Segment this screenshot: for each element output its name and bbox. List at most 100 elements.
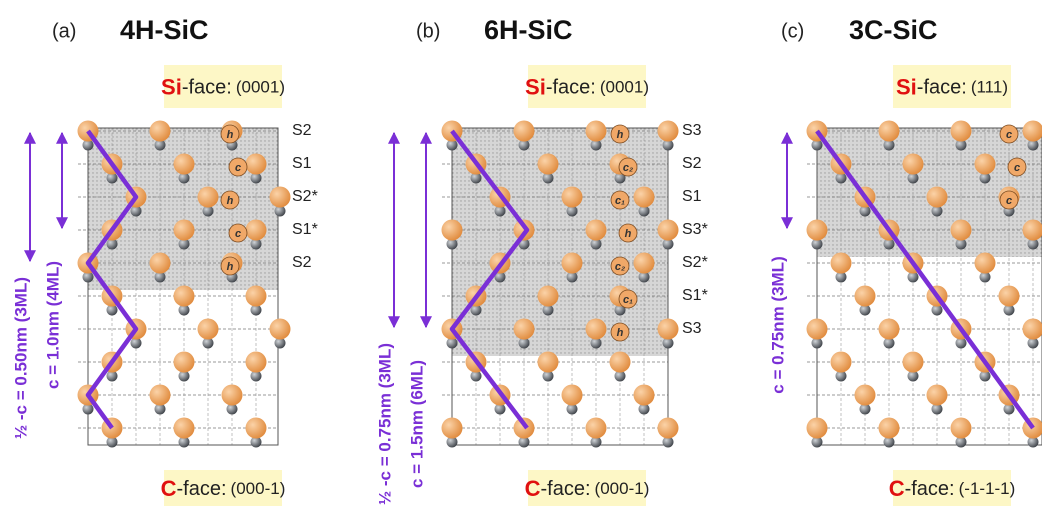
silicon-atom	[270, 319, 291, 340]
silicon-atom	[174, 220, 195, 241]
face-suffix: -face:	[905, 478, 955, 500]
site-label: h	[625, 228, 632, 240]
silicon-atom	[658, 418, 679, 439]
site-label: c	[235, 228, 241, 240]
panel: (b)6H-SiCSi-face:(0001)C-face:(000-1)hc₂…	[375, 15, 707, 506]
silicon-atom	[831, 253, 852, 274]
silicon-atom	[174, 418, 195, 439]
layer-label: S3*	[682, 221, 708, 238]
silicon-atom	[198, 319, 219, 340]
face-label: C-face:(-1-1-1)	[889, 476, 1016, 501]
face-label: C-face:(000-1)	[161, 476, 286, 501]
silicon-atom	[975, 253, 996, 274]
dimension-label: c = 1.0nm (4ML)	[43, 261, 62, 389]
face-index: (0001)	[236, 78, 285, 97]
face-suffix: -face:	[541, 478, 591, 500]
silicon-atom	[562, 187, 583, 208]
layer-label: S2*	[682, 254, 708, 271]
silicon-atom	[927, 385, 948, 406]
site-label: c	[235, 162, 241, 174]
silicon-atom	[442, 418, 463, 439]
silicon-atom	[634, 385, 655, 406]
silicon-atom	[538, 286, 559, 307]
silicon-atom	[270, 187, 291, 208]
face-element: C	[889, 476, 905, 501]
site-label: c₁	[623, 294, 633, 306]
silicon-atom	[538, 154, 559, 175]
face-suffix: -face:	[177, 478, 227, 500]
silicon-atom	[951, 121, 972, 142]
panel-title: 4H-SiC	[120, 15, 209, 45]
site-label: c	[1014, 162, 1020, 174]
layer-label: S2	[292, 122, 312, 139]
silicon-atom	[658, 121, 679, 142]
silicon-atom	[807, 319, 828, 340]
silicon-atom	[879, 418, 900, 439]
silicon-atom	[807, 418, 828, 439]
layer-label: S1*	[292, 221, 318, 238]
layer-label: S2*	[292, 188, 318, 205]
face-label: Si-face:(111)	[896, 74, 1008, 99]
panel: (a)4H-SiCSi-face:(0001)C-face:(000-1)hch…	[11, 15, 317, 506]
silicon-atom	[246, 286, 267, 307]
layer-label: S2	[682, 155, 702, 172]
surface-region	[88, 128, 278, 290]
face-suffix: -face:	[546, 77, 596, 99]
silicon-atom	[807, 220, 828, 241]
site-label: c	[1006, 129, 1012, 141]
layer-label: S1	[682, 188, 702, 205]
site-label: h	[617, 129, 624, 141]
silicon-atom	[610, 352, 631, 373]
panel: (c)3C-SiCSi-face:(111)C-face:(-1-1-1)ccc…	[768, 15, 1042, 506]
dimension-label: ½ -c = 0.50nm (3ML)	[11, 277, 30, 439]
silicon-atom	[927, 187, 948, 208]
face-label: Si-face:(0001)	[161, 74, 285, 99]
dimension-label: c = 1.5nm (6ML)	[407, 360, 426, 488]
silicon-atom	[246, 352, 267, 373]
panel-title: 3C-SiC	[849, 15, 938, 45]
face-label: C-face:(000-1)	[525, 476, 650, 501]
silicon-atom	[975, 154, 996, 175]
silicon-atom	[514, 319, 535, 340]
silicon-atom	[951, 418, 972, 439]
site-label: h	[227, 195, 234, 207]
face-suffix: -face:	[182, 77, 232, 99]
face-index: (-1-1-1)	[959, 479, 1016, 498]
silicon-atom	[174, 286, 195, 307]
silicon-atom	[586, 121, 607, 142]
silicon-atom	[634, 187, 655, 208]
layer-label: S1*	[682, 287, 708, 304]
silicon-atom	[198, 187, 219, 208]
silicon-atom	[658, 319, 679, 340]
silicon-atom	[514, 121, 535, 142]
silicon-atom	[246, 220, 267, 241]
site-label: h	[227, 129, 234, 141]
panel-letter: (a)	[52, 20, 76, 42]
site-label: h	[227, 261, 234, 273]
silicon-atom	[562, 385, 583, 406]
silicon-atom	[903, 352, 924, 373]
silicon-atom	[222, 385, 243, 406]
site-label: c	[1006, 195, 1012, 207]
silicon-atom	[1023, 319, 1042, 340]
silicon-atom	[150, 385, 171, 406]
silicon-atom	[174, 352, 195, 373]
silicon-atom	[562, 253, 583, 274]
site-label: c₂	[615, 261, 625, 273]
silicon-atom	[879, 319, 900, 340]
silicon-atom	[634, 253, 655, 274]
silicon-atom	[903, 154, 924, 175]
site-label: h	[617, 327, 624, 339]
dimension-label: ½ -c = 0.75nm (3ML)	[375, 343, 394, 505]
silicon-atom	[951, 220, 972, 241]
panel-title: 6H-SiC	[484, 15, 573, 45]
face-index: (000-1)	[595, 479, 650, 498]
silicon-atom	[586, 220, 607, 241]
layer-label: S3	[682, 320, 702, 337]
face-suffix: -face:	[917, 77, 967, 99]
face-element: Si	[896, 74, 917, 99]
face-element: Si	[161, 74, 182, 99]
layer-label: S1	[292, 155, 312, 172]
silicon-atom	[442, 220, 463, 241]
silicon-atom	[246, 154, 267, 175]
